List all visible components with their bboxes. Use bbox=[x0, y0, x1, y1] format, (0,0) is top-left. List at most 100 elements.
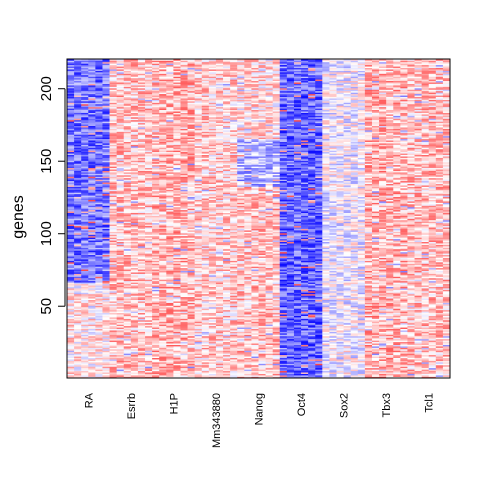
heatmap-cell bbox=[187, 257, 195, 260]
heatmap-cell bbox=[81, 121, 89, 124]
heatmap-cell bbox=[145, 327, 153, 329]
heatmap-cell bbox=[88, 285, 96, 287]
heatmap-cell bbox=[230, 221, 238, 224]
heatmap-cell bbox=[137, 161, 146, 164]
heatmap-cell bbox=[180, 167, 188, 170]
heatmap-cell bbox=[180, 331, 188, 334]
heatmap-cell bbox=[187, 69, 195, 71]
heatmap-cell bbox=[159, 96, 167, 99]
heatmap-cell bbox=[137, 201, 146, 203]
heatmap-cell bbox=[187, 185, 195, 187]
heatmap-cell bbox=[215, 130, 224, 132]
heatmap-cell bbox=[223, 175, 231, 177]
heatmap-cell bbox=[95, 296, 103, 299]
heatmap-cell bbox=[145, 67, 153, 70]
heatmap-cell bbox=[223, 231, 231, 234]
heatmap-cell bbox=[67, 222, 75, 225]
heatmap-cell bbox=[116, 231, 125, 234]
heatmap-cell bbox=[194, 270, 203, 273]
heatmap-cell bbox=[194, 259, 203, 261]
heatmap-cell bbox=[130, 283, 139, 286]
heatmap-cell bbox=[159, 248, 167, 251]
heatmap-cell bbox=[137, 347, 146, 350]
heatmap-cell bbox=[159, 102, 167, 105]
heatmap-cell bbox=[109, 218, 117, 221]
heatmap-cell bbox=[145, 246, 153, 248]
heatmap-cell bbox=[145, 320, 153, 322]
heatmap-cell bbox=[173, 304, 181, 306]
heatmap-cell bbox=[194, 363, 203, 366]
heatmap-cell bbox=[67, 256, 75, 258]
heatmap-cell bbox=[230, 238, 238, 241]
heatmap-cell bbox=[109, 99, 117, 102]
heatmap-cell bbox=[223, 206, 231, 209]
heatmap-cell bbox=[81, 119, 89, 122]
heatmap-cell bbox=[173, 61, 181, 64]
heatmap-cell bbox=[215, 208, 224, 211]
heatmap-cell bbox=[201, 215, 210, 218]
heatmap-cell bbox=[187, 144, 195, 147]
heatmap-cell bbox=[145, 253, 153, 256]
heatmap-cell bbox=[102, 101, 110, 103]
heatmap-cell bbox=[230, 224, 238, 227]
heatmap-cell bbox=[137, 282, 146, 285]
heatmap-cell bbox=[116, 272, 125, 274]
heatmap-cell bbox=[102, 347, 110, 350]
heatmap-cell bbox=[81, 353, 89, 356]
heatmap-cell bbox=[152, 92, 160, 95]
heatmap-cell bbox=[208, 269, 217, 271]
heatmap-cell bbox=[123, 219, 132, 222]
heatmap-cell bbox=[116, 182, 125, 184]
heatmap-cell bbox=[187, 173, 195, 176]
heatmap-cell bbox=[194, 283, 203, 286]
heatmap-cell bbox=[95, 82, 103, 84]
heatmap-cell bbox=[194, 202, 203, 205]
heatmap-cell bbox=[109, 79, 117, 82]
heatmap-cell bbox=[123, 93, 132, 96]
heatmap-cell bbox=[194, 212, 203, 215]
heatmap-cell bbox=[123, 117, 132, 119]
heatmap-cell bbox=[123, 360, 132, 363]
heatmap-cell bbox=[137, 144, 146, 147]
heatmap-cell bbox=[95, 135, 103, 138]
heatmap-cell bbox=[152, 251, 160, 254]
heatmap-cell bbox=[173, 83, 181, 86]
heatmap-cell bbox=[180, 202, 188, 205]
heatmap-cell bbox=[74, 238, 82, 241]
heatmap-cell bbox=[74, 280, 82, 283]
heatmap-cell bbox=[159, 359, 167, 361]
heatmap-cell bbox=[145, 375, 153, 377]
heatmap-cell bbox=[67, 234, 75, 237]
heatmap-cell bbox=[88, 137, 96, 140]
heatmap-cell bbox=[194, 137, 203, 140]
heatmap-cell bbox=[116, 264, 125, 267]
heatmap-cell bbox=[130, 86, 139, 89]
heatmap-cell bbox=[137, 211, 146, 213]
heatmap-cell bbox=[208, 334, 217, 337]
heatmap-cell bbox=[88, 324, 96, 327]
heatmap-cell bbox=[145, 344, 153, 347]
heatmap-cell bbox=[187, 311, 195, 314]
heatmap-cell bbox=[159, 175, 167, 177]
heatmap-cell bbox=[173, 179, 181, 182]
heatmap-cell bbox=[130, 102, 139, 105]
heatmap-cell bbox=[123, 214, 132, 216]
heatmap-cell bbox=[180, 111, 188, 113]
heatmap-cell bbox=[159, 291, 167, 293]
heatmap-cell bbox=[123, 99, 132, 102]
heatmap-cell bbox=[187, 321, 195, 324]
heatmap-cell bbox=[67, 251, 75, 254]
heatmap-cell bbox=[130, 164, 139, 167]
heatmap-cell bbox=[187, 204, 195, 206]
heatmap-cell bbox=[116, 96, 125, 99]
heatmap-cell bbox=[166, 179, 174, 182]
heatmap-cell bbox=[116, 64, 125, 67]
heatmap-cell bbox=[102, 231, 110, 234]
heatmap-cell bbox=[88, 72, 96, 74]
heatmap-cell bbox=[145, 112, 153, 115]
heatmap-cell bbox=[173, 199, 181, 202]
heatmap-cell bbox=[109, 289, 117, 292]
heatmap-cell bbox=[109, 93, 117, 96]
heatmap-cell bbox=[208, 364, 217, 367]
heatmap-cell bbox=[116, 86, 125, 89]
